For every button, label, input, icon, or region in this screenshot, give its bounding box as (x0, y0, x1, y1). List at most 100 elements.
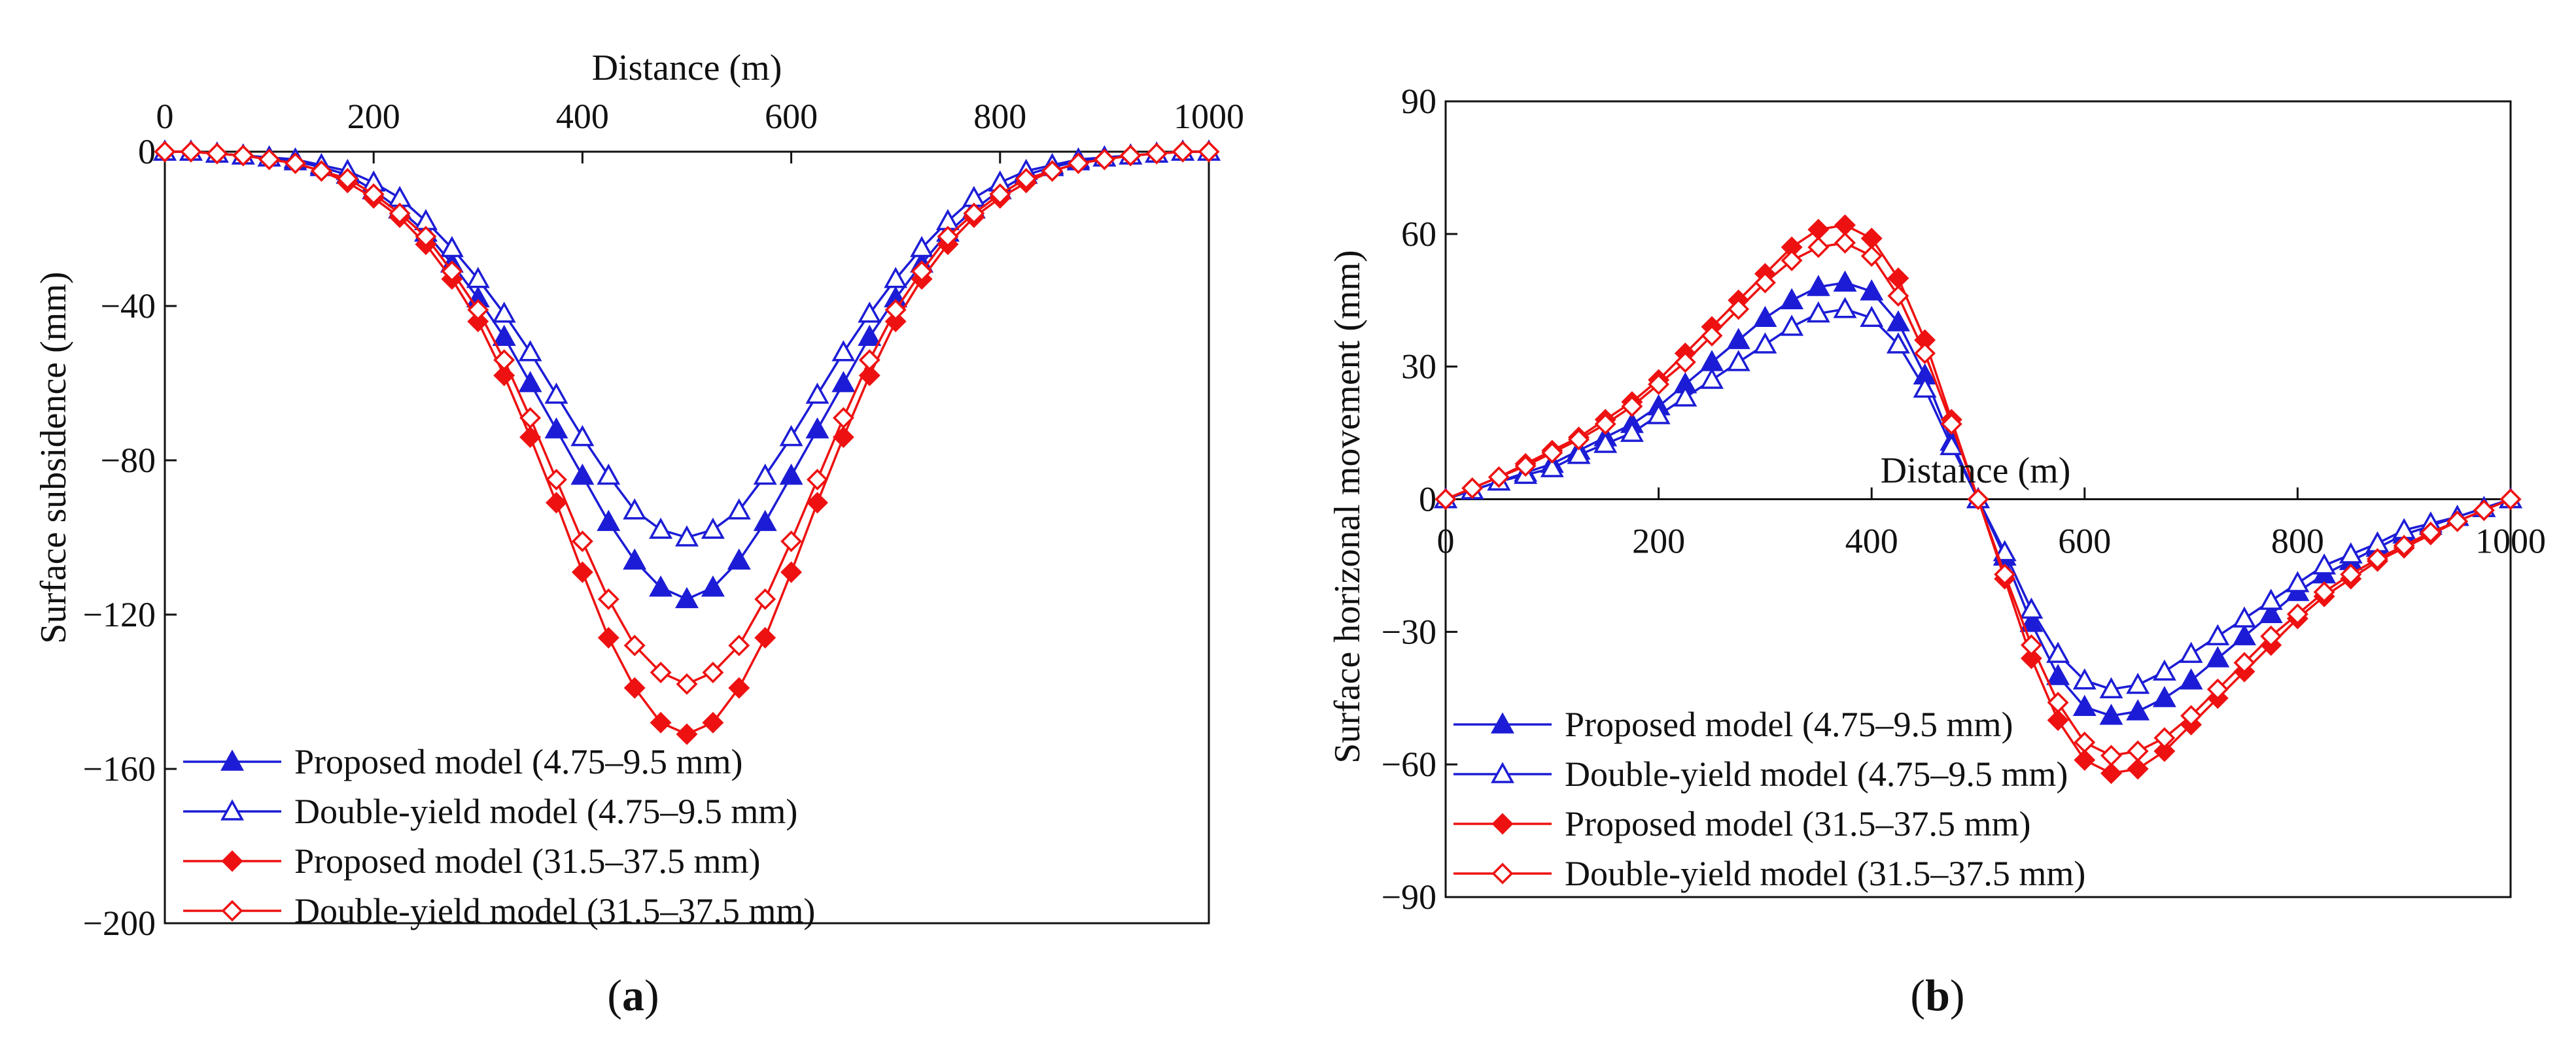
panel-b-legend: Proposed model (4.75–9.5 mm) Double-yield… (1453, 705, 2085, 893)
panel-b-y-axis-title: Surface horizonal movement (mm) (1327, 250, 1368, 763)
data-point (2499, 488, 2522, 510)
data-point (1780, 288, 1804, 309)
data-point (2019, 611, 2044, 632)
data-point (1886, 310, 1910, 332)
x-tick-label: 600 (2058, 522, 2111, 561)
data-point (753, 509, 777, 532)
panel-b-horizontal-movement-chart: 0 200 400 600 800 1000 90 60 30 0 −30 −60 −90 Propo… (1327, 82, 2546, 1020)
x-tick-label: 400 (1845, 522, 1898, 561)
data-point (728, 634, 750, 656)
data-point (1145, 143, 1168, 165)
data-point (544, 382, 568, 404)
data-point (466, 267, 490, 288)
data-point (2019, 597, 2044, 619)
legend-marker (221, 900, 243, 922)
data-point (258, 148, 281, 171)
data-point (805, 417, 829, 439)
data-point (1567, 443, 1591, 464)
y-tick-label: −90 (1382, 877, 1436, 917)
data-point (963, 202, 985, 224)
data-point (336, 167, 358, 190)
data-point (2072, 694, 2097, 717)
data-point (650, 662, 672, 683)
data-point (2286, 571, 2310, 592)
legend-item: Double-yield model (4.75–9.5 mm) (1453, 755, 2068, 794)
series-line (165, 150, 1209, 539)
data-point (1172, 141, 1194, 163)
legend-label: Proposed model (4.75–9.5 mm) (1565, 705, 2013, 744)
x-tick-label: 800 (2271, 522, 2324, 561)
data-point (2099, 704, 2123, 725)
data-point (570, 424, 595, 447)
data-point (1913, 376, 1937, 398)
panel-a-label-open-paren: ( (607, 970, 622, 1020)
y-tick-label: −80 (101, 441, 156, 480)
panel-a-plot-area (164, 150, 1210, 925)
data-point (623, 677, 646, 699)
data-point (805, 382, 829, 404)
panel-b-label-close-paren: ) (1950, 970, 1965, 1020)
data-point (1994, 563, 2016, 585)
data-point (1807, 236, 1830, 258)
y-tick-label: 0 (1419, 480, 1436, 519)
data-point (2313, 581, 2335, 603)
data-point (2233, 624, 2256, 645)
data-point (1886, 332, 1910, 354)
data-point (884, 267, 908, 288)
data-point (2420, 521, 2442, 543)
data-point (362, 183, 385, 205)
data-point (571, 561, 593, 583)
data-point (1041, 160, 1064, 182)
data-point (1594, 413, 1616, 435)
y-tick-label: 60 (1401, 214, 1436, 254)
panel-a-x-axis: 0 200 400 600 800 1000 (156, 97, 1244, 163)
data-point (807, 492, 828, 514)
panel-a-y-axis-title: Surface subsidence (mm) (33, 271, 74, 643)
data-point (1726, 350, 1750, 371)
data-point (727, 498, 751, 520)
data-point (650, 711, 672, 734)
data-point (1860, 279, 1884, 301)
data-point (1887, 285, 1909, 307)
data-point (544, 417, 568, 439)
data-point (910, 235, 934, 258)
x-tick-label: 200 (347, 97, 400, 136)
data-point (989, 183, 1011, 205)
data-point (1728, 298, 1750, 320)
x-tick-label: 800 (973, 97, 1026, 136)
data-point (623, 548, 647, 570)
data-point (2179, 668, 2203, 690)
x-tick-label: 600 (765, 97, 818, 136)
legend-marker (1491, 813, 1514, 835)
data-point (1119, 144, 1141, 167)
data-point (2206, 624, 2230, 645)
data-point (2099, 677, 2123, 698)
data-point (1833, 270, 1857, 292)
data-point (1568, 428, 1590, 450)
data-point (2126, 672, 2150, 694)
data-point (2179, 641, 2203, 663)
data-point (2446, 510, 2469, 532)
data-point (1940, 434, 1964, 456)
data-point (2153, 740, 2176, 762)
data-point (2312, 553, 2337, 575)
data-point (937, 226, 959, 248)
legend-label: Double-yield model (31.5–37.5 mm) (294, 891, 815, 930)
data-point (1646, 403, 1671, 424)
data-point (518, 371, 542, 392)
data-point (779, 424, 803, 447)
data-point (1753, 332, 1777, 354)
data-point (649, 575, 673, 597)
data-point (546, 492, 567, 514)
data-point (1914, 342, 1936, 364)
data-point (1806, 275, 1830, 296)
panel-a-label: (a) (607, 970, 659, 1020)
legend-item: Double-yield model (31.5–37.5 mm) (1453, 854, 2085, 893)
data-point (2286, 603, 2308, 625)
data-point (1514, 455, 1537, 477)
data-point (2180, 705, 2202, 727)
data-point (2020, 634, 2042, 656)
data-point (1015, 167, 1037, 190)
y-tick-label: −40 (101, 286, 156, 326)
